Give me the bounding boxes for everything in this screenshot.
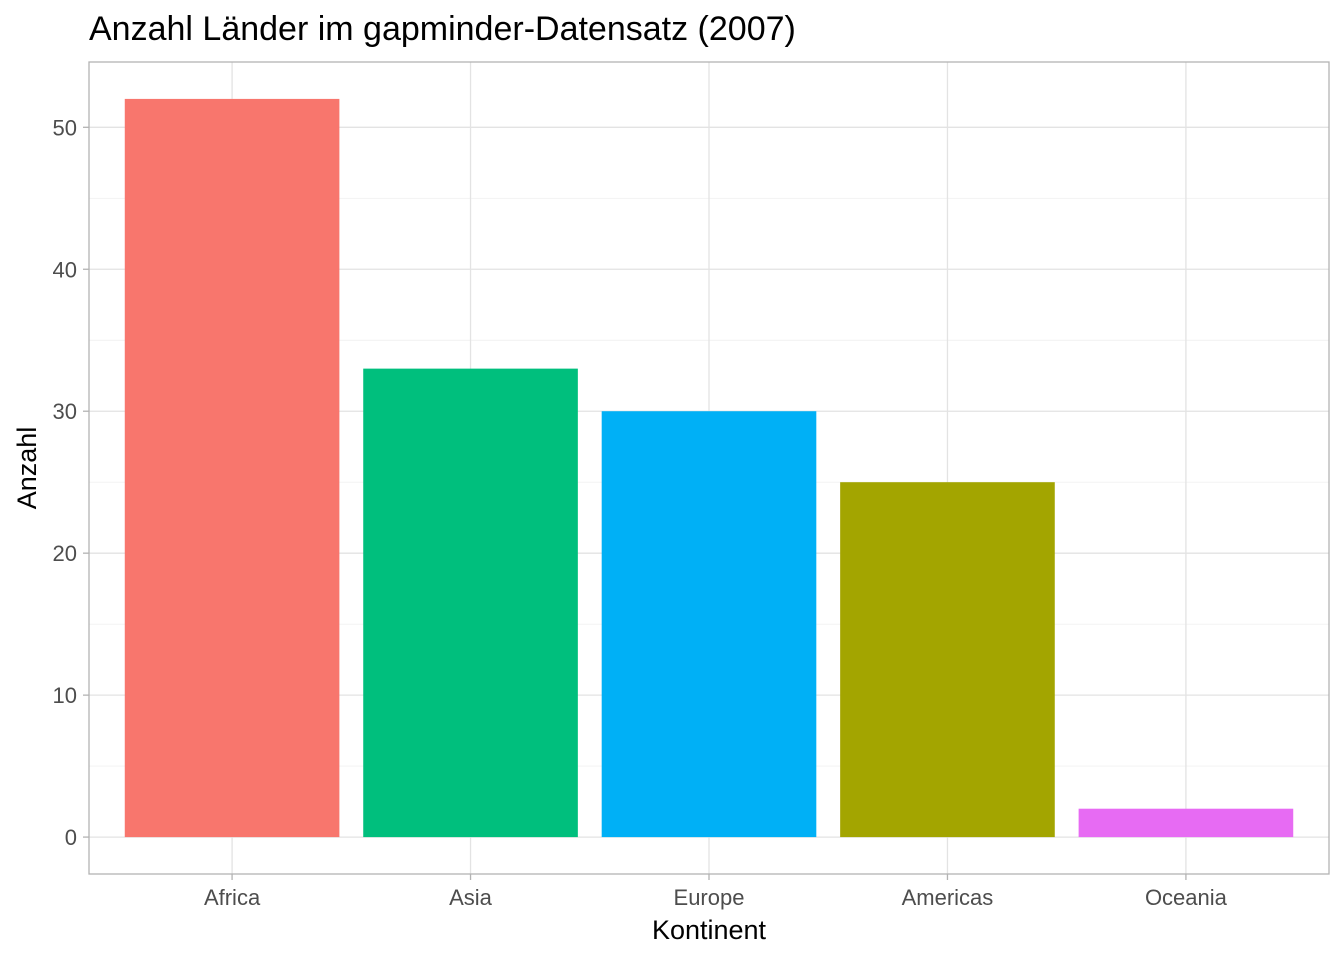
y-tick-label: 50	[53, 115, 77, 140]
x-axis-title: Kontinent	[652, 915, 767, 945]
x-tick-label: Americas	[902, 885, 994, 910]
x-tick-label: Africa	[204, 885, 261, 910]
plot-panel	[88, 61, 1330, 875]
y-tick-label: 10	[53, 683, 77, 708]
y-axis-title: Anzahl	[12, 427, 42, 510]
chart-title: Anzahl Länder im gapminder-Datensatz (20…	[89, 10, 796, 48]
bars	[124, 98, 1294, 838]
y-tick-label: 40	[53, 257, 77, 282]
y-tick-label: 20	[53, 541, 77, 566]
y-axis: 0 10 20 30 40 50	[53, 115, 89, 850]
x-axis: Africa Asia Europe Americas Oceania	[204, 874, 1228, 910]
y-tick-label: 0	[65, 825, 77, 850]
x-tick-label: Oceania	[1145, 885, 1228, 910]
x-tick-label: Asia	[449, 885, 493, 910]
bar-asia	[363, 368, 578, 838]
y-tick-label: 30	[53, 399, 77, 424]
bar-europe	[601, 411, 817, 838]
bar-americas	[840, 482, 1055, 838]
bar-africa	[124, 98, 340, 838]
bar-oceania	[1078, 808, 1294, 838]
x-tick-label: Europe	[674, 885, 745, 910]
